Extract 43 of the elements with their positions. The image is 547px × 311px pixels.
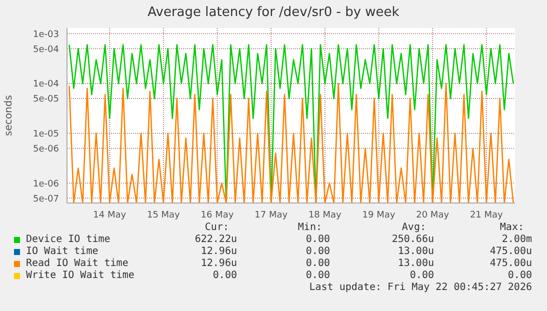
text: 0.00 xyxy=(508,270,532,281)
legend-label: IO Wait time xyxy=(25,246,98,257)
text: 0.00 xyxy=(306,234,330,245)
text: 475.00u xyxy=(490,258,532,269)
text: 13.00u xyxy=(398,246,434,257)
y-tick-label: 1e-05 xyxy=(33,130,59,140)
x-tick-label: 21 May xyxy=(470,210,504,220)
text: Last update: Fri May 22 00:45:27 2026 xyxy=(309,282,532,293)
text: 250.66u xyxy=(392,234,434,245)
y-axis-title: seconds xyxy=(4,95,15,136)
y-tick-label: 5e-07 xyxy=(33,194,59,204)
text: Max: xyxy=(500,222,524,233)
legend-label: Device IO time xyxy=(25,234,110,245)
text: 0.00 xyxy=(306,258,330,269)
text: 2.00m xyxy=(502,234,532,245)
text: 0.00 xyxy=(306,270,330,281)
text: 0.00 xyxy=(410,270,434,281)
x-tick-label: 14 May xyxy=(93,210,127,220)
legend-label: Read IO Wait time xyxy=(25,258,128,269)
legend-label: Write IO Wait time xyxy=(25,270,134,281)
chart-title: Average latency for /dev/sr0 - by week xyxy=(146,5,400,20)
y-tick-label: 1e-03 xyxy=(33,30,59,40)
x-tick-label: 18 May xyxy=(308,210,342,220)
x-tick-label: 15 May xyxy=(146,210,181,220)
x-tick-label: 17 May xyxy=(254,210,288,220)
y-tick-label: 5e-05 xyxy=(33,94,59,105)
y-tick-label: 5e-04 xyxy=(33,44,60,55)
text: 12.96u xyxy=(200,258,237,269)
text: 13.00u xyxy=(398,258,434,269)
x-tick-label: 20 May xyxy=(416,210,450,220)
text: Min: xyxy=(298,222,322,233)
x-tick-label: 16 May xyxy=(200,210,234,220)
text: 622.22u xyxy=(194,234,237,245)
text: 12.96u xyxy=(200,246,237,257)
text: 0.00 xyxy=(212,270,237,281)
text: Avg: xyxy=(402,222,426,233)
text: 0.00 xyxy=(306,246,330,257)
y-tick-label: 5e-06 xyxy=(33,144,60,155)
text: Cur: xyxy=(204,222,229,233)
y-tick-label: 1e-04 xyxy=(33,80,60,90)
y-tick-label: 1e-06 xyxy=(33,179,60,190)
x-tick-label: 19 May xyxy=(362,210,396,220)
text: 475.00u xyxy=(490,246,532,257)
